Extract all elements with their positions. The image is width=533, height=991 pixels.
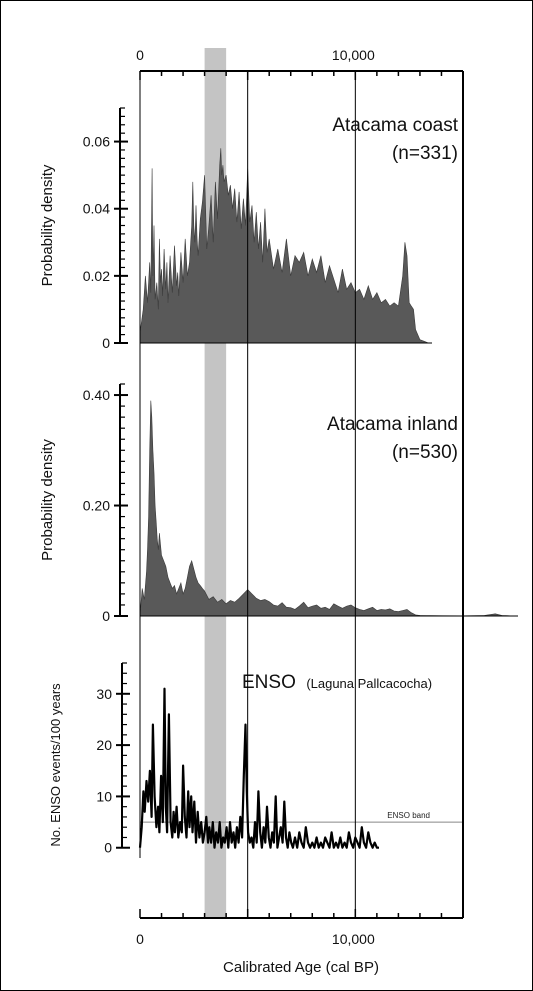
top-x-axis: 0 10,000 bbox=[136, 47, 464, 80]
panel-coast: 0 0.02 0.04 0.06 Probability density Atacam… bbox=[39, 107, 459, 351]
enso-y-axis: 0 10 20 30 bbox=[96, 662, 130, 856]
coast-y-axis: 0 0.02 0.04 0.06 bbox=[83, 107, 432, 351]
coast-y-label: Probability density bbox=[39, 164, 56, 286]
enso-events-line bbox=[138, 687, 379, 849]
top-tick-label-0: 0 bbox=[136, 47, 144, 63]
panel-enso: ENSO band 0 10 20 30 No. ENSO events/100 ye… bbox=[48, 662, 463, 856]
coast-density-area bbox=[139, 148, 429, 344]
inland-subtitle: (n=530) bbox=[392, 442, 458, 463]
inland-y-axis: 0 0.20 0.40 bbox=[83, 383, 518, 624]
enso-band-label: ENSO band bbox=[387, 811, 430, 820]
bottom-x-axis: 0 10,000 Calibrated Age (cal BP) bbox=[136, 909, 464, 976]
coast-subtitle: (n=331) bbox=[392, 143, 458, 164]
enso-y-tick-label: 20 bbox=[96, 737, 112, 753]
coast-y-tick-label: 0.04 bbox=[83, 201, 110, 217]
panel-inland: 0 0.20 0.40 Probability density Atacama in… bbox=[39, 383, 519, 624]
inland-title: Atacama inland bbox=[327, 414, 458, 435]
enso-title: ENSO (Laguna Pallcacocha) bbox=[242, 672, 432, 693]
inland-y-tick-label: 0.40 bbox=[83, 387, 110, 403]
enso-y-tick-label: 10 bbox=[96, 788, 112, 804]
bottom-tick-label-10000: 10,000 bbox=[332, 931, 375, 947]
bottom-axis-ticks bbox=[139, 909, 464, 918]
vertical-gridlines bbox=[139, 71, 464, 918]
top-axis-ticks bbox=[139, 71, 464, 80]
coast-y-tick-label: 0 bbox=[102, 335, 110, 351]
enso-title-main: ENSO bbox=[242, 672, 296, 693]
inland-y-tick-label: 0 bbox=[102, 608, 110, 624]
top-tick-label-10000: 10,000 bbox=[332, 47, 375, 63]
x-axis-label: Calibrated Age (cal BP) bbox=[223, 959, 379, 976]
enso-y-tick-label: 0 bbox=[104, 840, 112, 856]
inland-density-area bbox=[139, 400, 519, 617]
coast-y-tick-label: 0.06 bbox=[83, 134, 110, 150]
inland-y-label: Probability density bbox=[39, 439, 56, 561]
inland-y-tick-label: 0.20 bbox=[83, 498, 110, 514]
enso-title-suffix: (Laguna Pallcacocha) bbox=[306, 676, 432, 691]
bottom-tick-label-0: 0 bbox=[136, 931, 144, 947]
enso-y-tick-label: 30 bbox=[96, 686, 112, 702]
enso-y-label: No. ENSO events/100 years bbox=[48, 683, 63, 847]
coast-y-tick-label: 0.02 bbox=[83, 268, 110, 284]
coast-title: Atacama coast bbox=[332, 115, 458, 136]
